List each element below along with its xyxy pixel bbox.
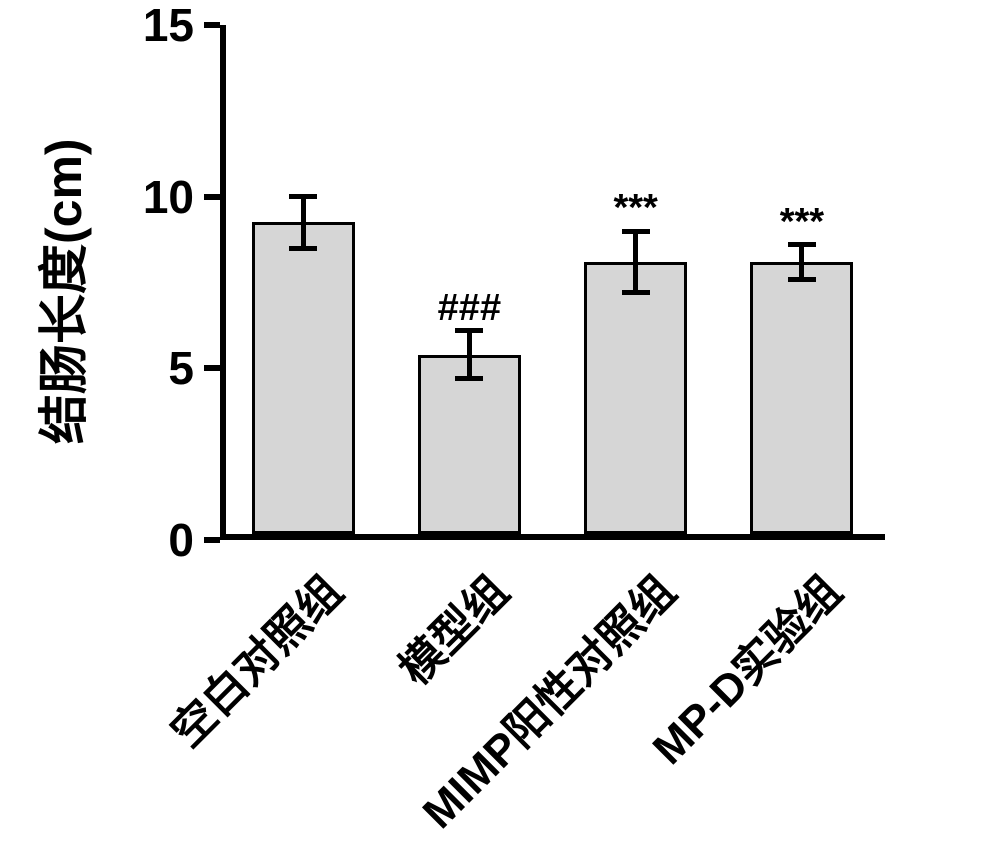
error-cap — [289, 194, 317, 199]
error-cap — [788, 277, 816, 282]
error-bar — [467, 331, 472, 379]
error-bar — [301, 197, 306, 249]
error-bar — [633, 231, 638, 293]
x-category-label: 模型组 — [382, 558, 521, 697]
x-category-label: 空白对照组 — [154, 558, 355, 759]
error-bar — [799, 245, 804, 279]
y-tick — [204, 22, 220, 28]
y-tick-label: 15 — [104, 0, 194, 52]
bar — [252, 222, 355, 534]
significance-label: ### — [389, 287, 549, 330]
significance-label: *** — [722, 201, 882, 244]
y-tick-label: 10 — [104, 170, 194, 224]
error-cap — [289, 246, 317, 251]
y-tick — [204, 194, 220, 200]
y-tick — [204, 365, 220, 371]
y-tick — [204, 537, 220, 543]
bar — [418, 355, 521, 534]
error-cap — [455, 376, 483, 381]
error-cap — [622, 290, 650, 295]
y-tick-label: 0 — [104, 513, 194, 567]
bar-chart-colon-length: 结肠长度(cm) 051015空白对照组###模型组***MIMP阳性对照组**… — [0, 0, 1000, 842]
significance-label: *** — [556, 187, 716, 230]
bar — [584, 262, 687, 534]
y-axis-label: 结肠长度(cm) — [24, 144, 96, 444]
bar — [750, 262, 853, 534]
y-tick-label: 5 — [104, 341, 194, 395]
